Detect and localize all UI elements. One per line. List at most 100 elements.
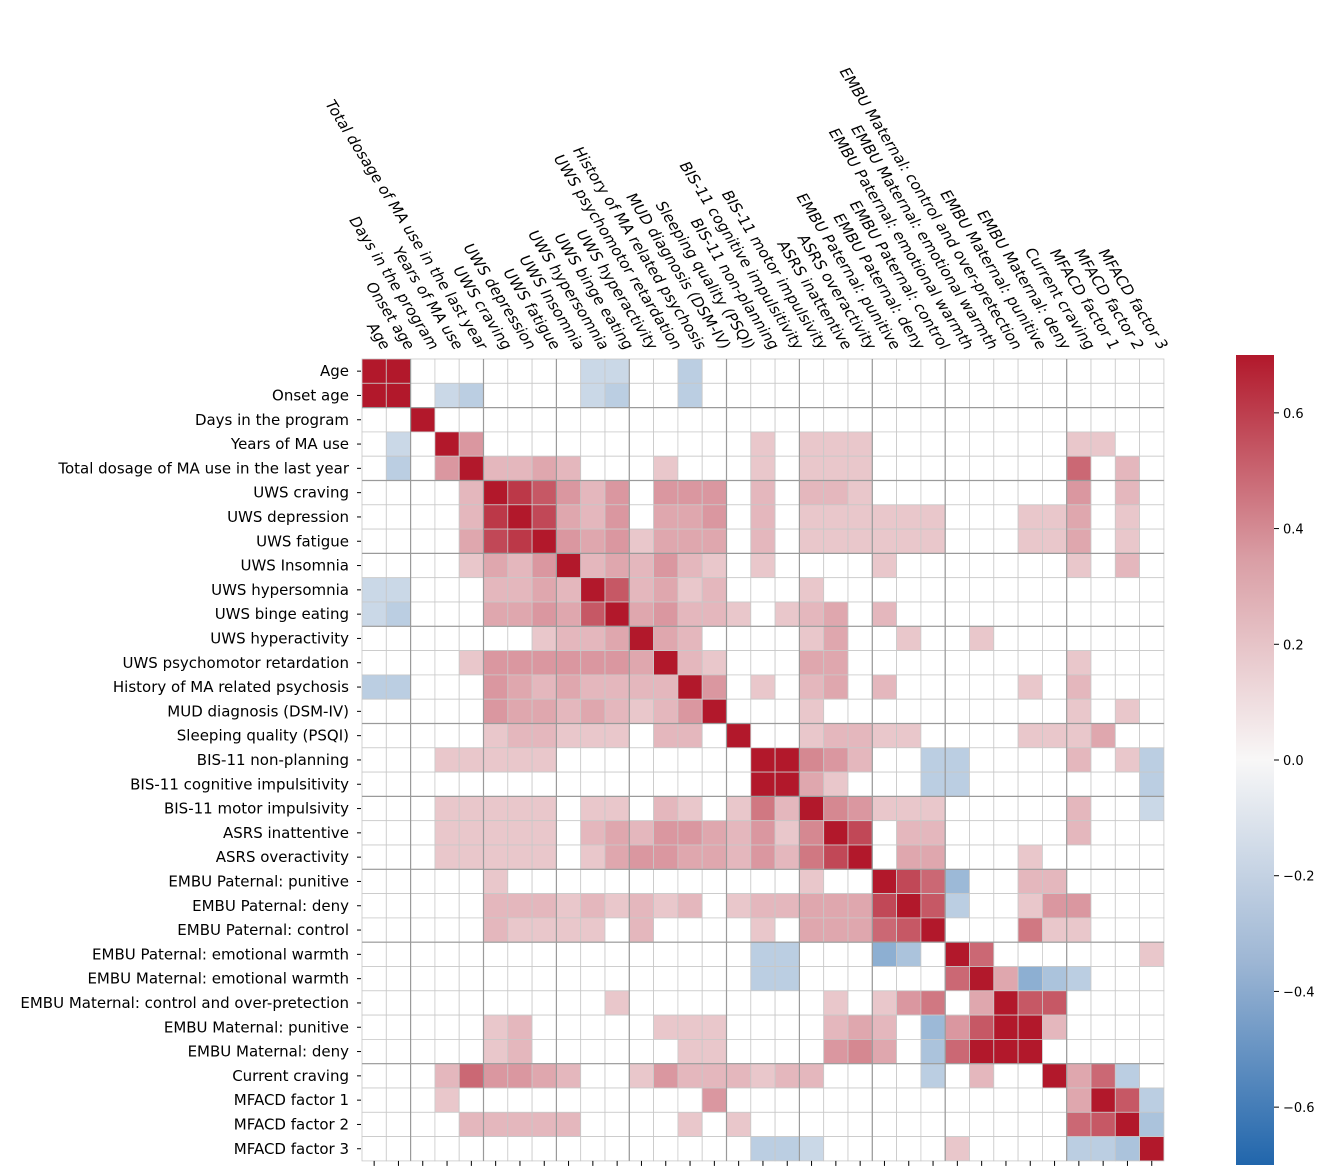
heatmap-cell [750, 1014, 776, 1040]
heatmap-cell [556, 941, 582, 967]
heatmap-cell [604, 844, 630, 870]
heatmap-cell [701, 1111, 727, 1138]
heatmap-cell [920, 1039, 946, 1065]
heatmap-cell [580, 650, 606, 676]
heatmap-cell [677, 966, 703, 992]
heatmap-cell [774, 1087, 800, 1113]
heatmap-cell [628, 553, 654, 579]
heatmap-cell [653, 723, 679, 749]
heatmap-cell [871, 455, 897, 481]
heatmap-cell [410, 917, 436, 943]
heatmap-cell [1017, 553, 1043, 579]
heatmap-cell [483, 480, 509, 506]
heatmap-cell [410, 650, 436, 676]
heatmap-cell [556, 1014, 582, 1040]
heatmap-cell [726, 1063, 752, 1089]
heatmap-cell [385, 1063, 411, 1089]
heatmap-cell [361, 1087, 387, 1113]
heatmap-cell [750, 1063, 776, 1089]
heatmap-cell [1042, 747, 1068, 773]
heatmap-cell [1042, 577, 1068, 603]
heatmap-cell [896, 431, 922, 457]
heatmap-cell [871, 917, 897, 943]
heatmap-cell [628, 480, 654, 506]
heatmap-cell [385, 868, 411, 894]
heatmap-cell [410, 698, 436, 724]
heatmap-cell [1066, 528, 1092, 554]
heatmap-cell [701, 431, 727, 457]
heatmap-cell [1042, 455, 1068, 481]
heatmap-cell [1090, 601, 1116, 627]
heatmap-cell [944, 650, 970, 676]
heatmap-cell [993, 1111, 1019, 1138]
heatmap-cell [1066, 382, 1092, 408]
heatmap-cell [653, 771, 679, 797]
heatmap-cell [726, 723, 752, 749]
heatmap-cell [993, 1087, 1019, 1113]
heatmap-cell [556, 1087, 582, 1113]
heatmap-cell [896, 358, 922, 384]
heatmap-cell [823, 382, 849, 408]
heatmap-cell [361, 382, 387, 408]
heatmap-cell [799, 820, 825, 846]
heatmap-cell [969, 528, 995, 554]
heatmap-cell [750, 723, 776, 749]
heatmap-cell [556, 1111, 582, 1138]
heatmap-cell [847, 698, 873, 724]
heatmap-cell [604, 917, 630, 943]
heatmap-cell [847, 747, 873, 773]
heatmap-cell [410, 868, 436, 894]
heatmap-cell [896, 1136, 922, 1162]
heatmap-cell [993, 601, 1019, 627]
heatmap-cell [385, 358, 411, 384]
heatmap-cell [677, 1014, 703, 1040]
heatmap-cell [1090, 504, 1116, 530]
heatmap-cell [1090, 1039, 1116, 1065]
heatmap-cell [628, 650, 654, 676]
heatmap-cell [1066, 553, 1092, 579]
heatmap-cell [920, 868, 946, 894]
heatmap-cell [920, 504, 946, 530]
heatmap-cell [1090, 820, 1116, 846]
heatmap-cell [1042, 431, 1068, 457]
heatmap-cell [604, 1063, 630, 1089]
heatmap-cell [1017, 674, 1043, 700]
heatmap-cell [750, 625, 776, 651]
row-label: EMBU Maternal: control and over-pretecti… [20, 994, 349, 1012]
heatmap-cell [944, 917, 970, 943]
heatmap-cell [701, 601, 727, 627]
heatmap-cell [653, 1111, 679, 1138]
row-label: UWS craving [253, 484, 349, 502]
heatmap-cell [1114, 504, 1141, 530]
heatmap-cell [871, 941, 897, 967]
heatmap-cell [410, 771, 436, 797]
heatmap-cell [1066, 698, 1092, 724]
heatmap-cell [677, 625, 703, 651]
heatmap-cell [701, 1087, 727, 1113]
heatmap-cell [556, 455, 582, 481]
heatmap-cell [871, 1087, 897, 1113]
heatmap-cell [1066, 844, 1092, 870]
row-label: EMBU Maternal: emotional warmth [87, 970, 349, 988]
heatmap-cell [361, 941, 387, 967]
heatmap-cell [969, 990, 995, 1016]
heatmap-cell [677, 990, 703, 1016]
heatmap-cell [410, 796, 436, 822]
heatmap-cell [1066, 1111, 1092, 1138]
heatmap-cell [507, 674, 533, 700]
heatmap-cell [628, 941, 654, 967]
heatmap-cell [458, 966, 484, 992]
heatmap-cell [556, 771, 582, 797]
heatmap-cell [677, 771, 703, 797]
heatmap-cell [410, 358, 436, 384]
heatmap-cell [483, 771, 509, 797]
heatmap-cell [410, 990, 436, 1016]
heatmap-cell [774, 990, 800, 1016]
heatmap-cell [799, 990, 825, 1016]
heatmap-cell [944, 820, 970, 846]
heatmap-cell [823, 941, 849, 967]
heatmap-cell [920, 407, 946, 433]
heatmap-cell [677, 868, 703, 894]
heatmap-cell [896, 771, 922, 797]
